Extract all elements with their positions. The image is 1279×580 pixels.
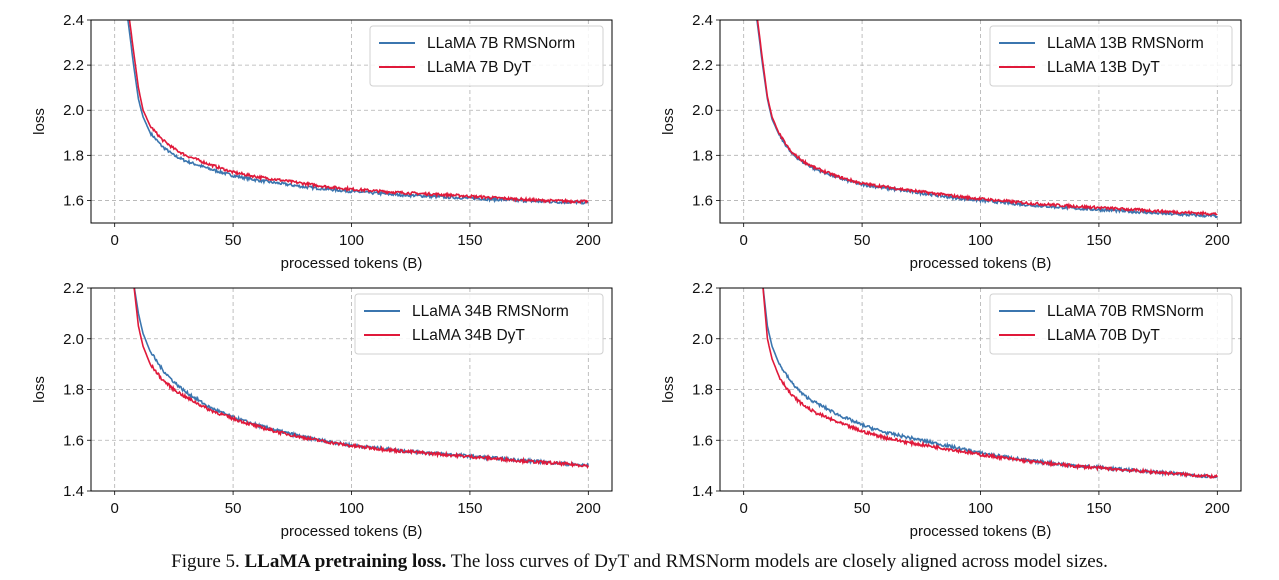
y-tick-label: 1.8: [63, 147, 84, 164]
y-tick-label: 2.2: [692, 280, 713, 297]
y-tick-label: 2.2: [692, 57, 713, 74]
x-axis-label: processed tokens (B): [910, 255, 1052, 272]
y-tick-label: 1.6: [692, 432, 713, 449]
x-tick-label: 200: [576, 500, 601, 517]
y-axis-label: loss: [660, 376, 677, 403]
y-tick-label: 2.4: [63, 12, 84, 29]
y-tick-label: 2.2: [63, 280, 84, 297]
x-tick-label: 0: [740, 232, 748, 249]
x-tick-label: 0: [740, 500, 748, 517]
series-line-rmsnorm: [127, 20, 589, 206]
y-tick-label: 2.0: [63, 331, 84, 348]
y-axis-label: loss: [31, 108, 48, 135]
series-line-dyt: [128, 20, 589, 205]
x-tick-label: 150: [457, 500, 482, 517]
x-tick-label: 50: [854, 232, 871, 249]
x-tick-label: 150: [457, 232, 482, 249]
y-tick-label: 2.2: [63, 57, 84, 74]
x-axis-label: processed tokens (B): [281, 523, 423, 540]
subplot-3: 0 50 100 150 200 1.4 1.6 1.8 2.0 2.2 processed tok…: [31, 280, 613, 540]
y-tick-label: 1.8: [692, 382, 713, 399]
legend-box: [354, 293, 604, 355]
y-tick-label: 1.4: [692, 483, 713, 500]
x-axis-label: processed tokens (B): [910, 523, 1052, 540]
legend-label-rmsnorm: LLaMA 70B RMSNorm: [1047, 303, 1204, 320]
x-tick-label: 50: [854, 500, 871, 517]
series-line-dyt: [133, 288, 590, 469]
x-tick-label: 0: [111, 232, 119, 249]
subplot-2: 0 50 100 150 200 1.6 1.8 2.0 2.2 2.4 processed tok…: [660, 12, 1242, 272]
caption-prefix: Figure 5.: [171, 551, 240, 572]
x-tick-label: 100: [339, 232, 364, 249]
legend-label-dyt: LLaMA 13B DyT: [1047, 59, 1160, 76]
axes-frame: [719, 287, 1242, 492]
x-axis-label: processed tokens (B): [281, 255, 423, 272]
series-line-dyt: [762, 288, 1219, 479]
legend-label-dyt: LLaMA 7B DyT: [427, 59, 532, 76]
y-tick-label: 1.6: [692, 192, 713, 209]
caption-text: The loss curves of DyT and RMSNorm model…: [450, 551, 1108, 572]
y-tick-label: 2.0: [692, 102, 713, 119]
x-tick-label: 50: [225, 232, 242, 249]
y-tick-label: 2.0: [63, 102, 84, 119]
legend-box: [369, 25, 604, 87]
legend-label-rmsnorm: LLaMA 7B RMSNorm: [427, 35, 575, 52]
x-tick-label: 50: [225, 500, 242, 517]
y-axis-label: loss: [31, 376, 48, 403]
y-axis-label: loss: [660, 108, 677, 135]
y-tick-label: 1.8: [63, 382, 84, 399]
subplot-1: 0 50 100 150 200 1.6 1.8 2.0 2.2 2.4 processed tok…: [31, 12, 613, 272]
legend-label-rmsnorm: LLaMA 13B RMSNorm: [1047, 35, 1204, 52]
legend-label-rmsnorm: LLaMA 34B RMSNorm: [412, 303, 569, 320]
legend-label-dyt: LLaMA 34B DyT: [412, 327, 525, 344]
x-tick-label: 150: [1086, 232, 1111, 249]
legend-box: [989, 25, 1233, 87]
x-tick-label: 150: [1086, 500, 1111, 517]
y-tick-label: 2.4: [692, 12, 713, 29]
subplot-4: 0 50 100 150 200 1.4 1.6 1.8 2.0 2.2 processed tok…: [660, 280, 1242, 540]
axes-frame: [719, 19, 1242, 224]
x-tick-label: 100: [339, 500, 364, 517]
y-tick-label: 1.8: [692, 147, 713, 164]
y-tick-label: 1.6: [63, 192, 84, 209]
x-tick-label: 100: [968, 232, 993, 249]
axes-frame: [90, 287, 613, 492]
y-tick-label: 1.6: [63, 432, 84, 449]
x-tick-label: 200: [576, 232, 601, 249]
y-tick-label: 1.4: [63, 483, 84, 500]
figure-caption: Figure 5. LLaMA pretraining loss. The lo…: [0, 551, 1279, 573]
caption-bold: LLaMA pretraining loss.: [244, 551, 447, 572]
series-line-dyt: [756, 20, 1218, 217]
x-tick-label: 200: [1205, 232, 1230, 249]
legend-label-dyt: LLaMA 70B DyT: [1047, 327, 1160, 344]
legend-box: [989, 293, 1233, 355]
x-tick-label: 0: [111, 500, 119, 517]
axes-frame: [90, 19, 613, 224]
x-tick-label: 100: [968, 500, 993, 517]
y-tick-label: 2.0: [692, 331, 713, 348]
x-tick-label: 200: [1205, 500, 1230, 517]
